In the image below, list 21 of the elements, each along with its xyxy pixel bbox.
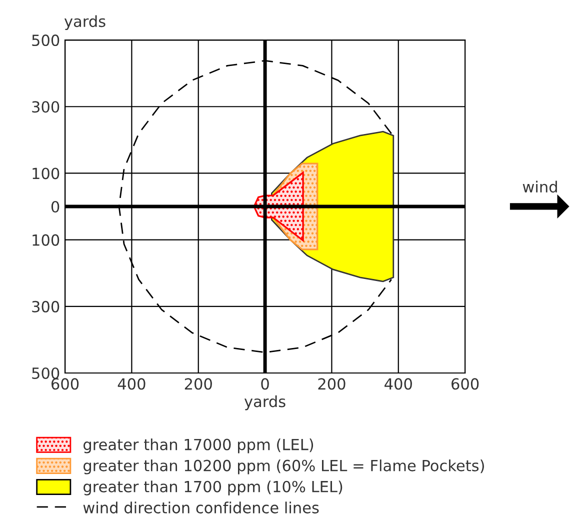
y-axis-title: yards <box>64 15 106 30</box>
y-tick-label: 100 <box>32 168 60 180</box>
text: wind <box>522 180 557 193</box>
x-tick-label: 0 <box>261 378 269 390</box>
x-tick-label: 600 <box>52 378 79 390</box>
y-tick-label: 300 <box>32 300 60 312</box>
y-tick-label: 100 <box>32 234 60 246</box>
x-tick-label: 200 <box>184 378 212 390</box>
y-tick-label: 0 <box>51 200 60 213</box>
x-tick-label: 600 <box>452 378 479 390</box>
y-tick-label: 500 <box>32 367 60 380</box>
x-tick-label: 200 <box>318 378 346 390</box>
x-axis-title: yards <box>244 395 286 410</box>
legend-label: greater than 1700 ppm (10% LEL) <box>84 480 342 496</box>
x-tick-label: 400 <box>118 378 146 390</box>
legend-label: wind direction confidence lines <box>83 502 319 514</box>
y-tick-label: 300 <box>32 101 60 113</box>
x-tick-label: 400 <box>384 378 412 390</box>
legend-label: greater than 10200 ppm (60% LEL = Flame Pockets) <box>84 460 484 474</box>
legend-label: greater than 17000 ppm (LEL) <box>84 438 314 454</box>
y-tick-label: 500 <box>32 34 60 46</box>
